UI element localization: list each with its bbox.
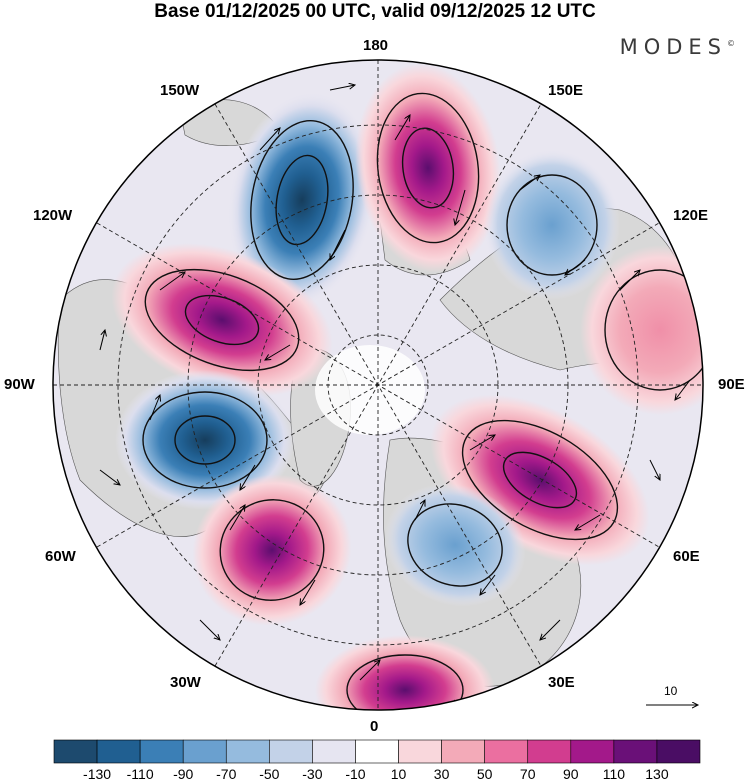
- negative-anomaly-135e: [484, 150, 620, 300]
- colorbar-label: -90: [173, 766, 194, 782]
- lon-label-0: 0: [370, 718, 379, 735]
- neutral-pole-area: [315, 345, 425, 435]
- positive-anomaly-165e: [355, 63, 501, 273]
- contour-lines: [142, 92, 703, 710]
- colorbar-swatch: [269, 739, 313, 764]
- colorbar-swatch: [355, 739, 399, 764]
- colorbar-swatch: [570, 739, 615, 764]
- negative-anomaly-155w: [228, 92, 376, 308]
- colorbar-label: -110: [126, 766, 154, 782]
- chart-title: Base 01/12/2025 00 UTC, valid 09/12/2025…: [154, 1, 596, 22]
- lon-label-30w: 30W: [170, 674, 201, 691]
- lon-label-180: 180: [363, 37, 389, 54]
- colorbar-swatch: [312, 739, 356, 764]
- lon-label-120w: 120W: [33, 207, 73, 224]
- lon-label-60e: 60E: [673, 548, 700, 565]
- colorbar-label: -70: [216, 766, 237, 782]
- colorbar-label: 30: [433, 766, 450, 782]
- lon-label-150e: 150E: [548, 82, 584, 99]
- positive-anomaly-105w: [111, 243, 333, 397]
- vector-reference-value: 10: [664, 684, 678, 698]
- lon-label-120e: 120E: [673, 207, 709, 224]
- colorbar-label: 110: [602, 766, 626, 782]
- colorbar: [53, 739, 701, 764]
- colorbar-label: 130: [645, 766, 669, 782]
- colorbar-swatch: [182, 739, 227, 764]
- colorbar-label: -30: [302, 766, 323, 782]
- colorbar-swatch: [656, 739, 701, 764]
- colorbar-swatch: [484, 739, 529, 764]
- colorbar-label: -130: [83, 766, 112, 782]
- colorbar-label: 90: [563, 766, 579, 782]
- lon-label-30e: 30E: [548, 674, 575, 691]
- brand-logo: MODES©: [620, 35, 735, 59]
- map-field: [53, 60, 703, 710]
- anomaly-blobs: [111, 63, 703, 710]
- colorbar-swatch: [96, 739, 141, 764]
- colorbar-label: 70: [519, 766, 536, 782]
- negative-anomaly-75w: [115, 370, 295, 510]
- colorbar-swatch: [613, 739, 658, 764]
- colorbar-label: -50: [259, 766, 280, 782]
- lon-label-90w: 90W: [4, 376, 35, 393]
- colorbar-swatch: [225, 739, 270, 764]
- colorbar-swatch: [139, 739, 184, 764]
- wind-vectors: [99, 85, 691, 710]
- positive-anomaly-45w: [192, 474, 352, 626]
- positive-anomaly-0: [315, 635, 495, 710]
- colorbar-label: -10: [345, 766, 366, 782]
- lon-label-90e: 90E: [718, 376, 745, 393]
- colorbar-swatch: [398, 739, 442, 764]
- brand-name: MODES: [619, 35, 727, 59]
- copyright-mark: ©: [727, 39, 735, 48]
- colorbar-swatch: [53, 739, 98, 764]
- colorbar-swatch: [441, 739, 485, 764]
- colorbar-label: 50: [476, 766, 493, 782]
- colorbar-swatch: [527, 739, 572, 764]
- lon-label-150w: 150W: [160, 82, 200, 99]
- map-border: [52, 59, 704, 711]
- colorbar-label: 10: [390, 766, 407, 782]
- lon-label-60w: 60W: [45, 548, 76, 565]
- graticule: [53, 60, 703, 710]
